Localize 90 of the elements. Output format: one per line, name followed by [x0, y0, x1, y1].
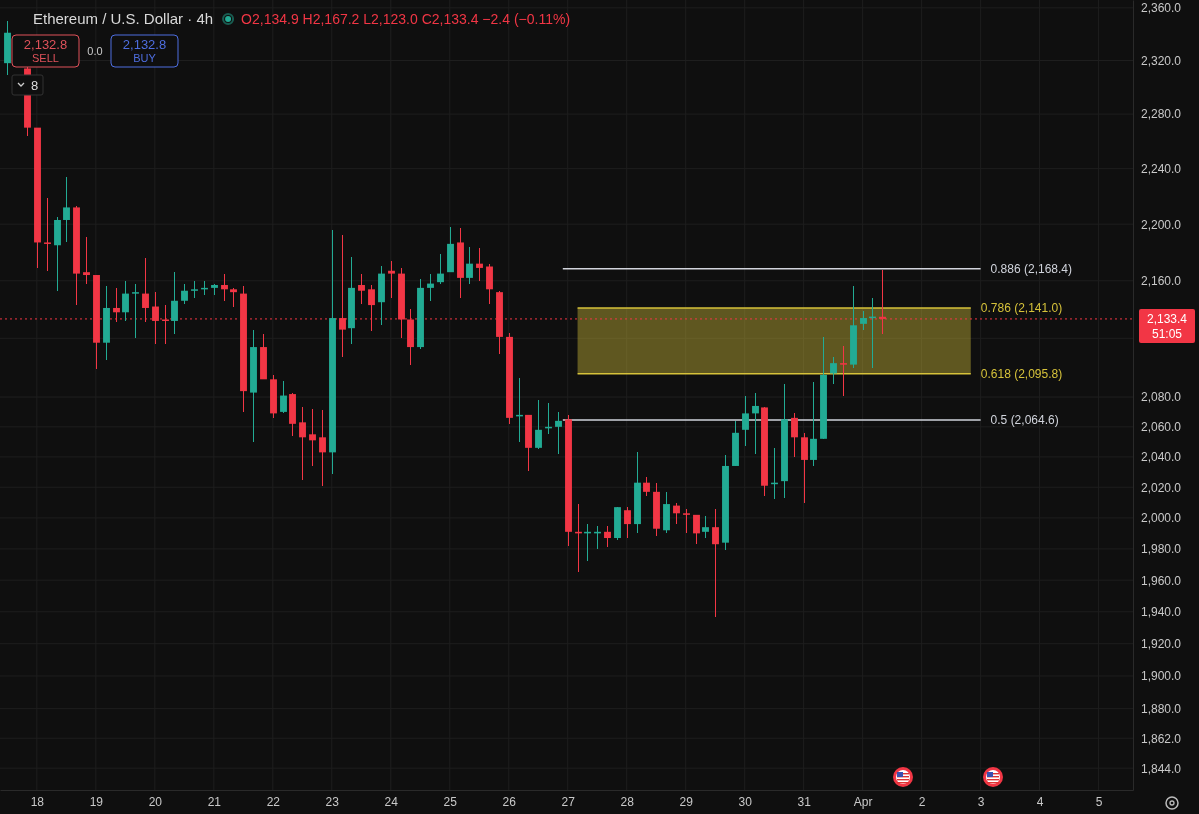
candlestick — [702, 515, 709, 539]
y-tick-label: 2,020.0 — [1141, 480, 1182, 495]
x-tick-label: 22 — [266, 794, 281, 809]
annotation: O2,134.9 H2,167.2 L2,123.0 C2,133.4 −2.4 (−0.11%) — [241, 11, 571, 27]
candlestick — [673, 501, 680, 525]
candlestick — [83, 236, 90, 285]
candlestick — [486, 262, 493, 305]
y-tick-label: 2,080.0 — [1141, 390, 1182, 405]
candlestick — [840, 344, 847, 397]
x-tick-label: 26 — [502, 794, 517, 809]
y-tick-label: 1,844.0 — [1141, 761, 1182, 776]
annotation: SELL — [32, 52, 59, 64]
candlestick — [221, 272, 228, 302]
candlestick — [604, 524, 611, 549]
series-label: 0.886 (2,168.4) — [990, 261, 1073, 276]
x-tick-label: 21 — [207, 794, 222, 809]
candlestick — [712, 507, 719, 618]
candlestick — [171, 271, 178, 335]
text: Ethereum / U.S. Dollar · 4h — [33, 10, 214, 27]
annotation: 8 — [31, 78, 39, 93]
candlestick — [643, 475, 650, 498]
series-label: 0.618 (2,095.8) — [980, 366, 1063, 381]
x-tick-label: 2 — [918, 794, 926, 809]
y-tick-label: 2,040.0 — [1141, 450, 1182, 465]
ref-line-label: 2,133.4 — [1146, 311, 1188, 326]
y-tick-label: 2,320.0 — [1141, 53, 1182, 68]
candlestick — [63, 176, 70, 244]
candlestick — [427, 272, 434, 302]
series-label: 0.786 (2,141.0) — [980, 300, 1063, 315]
candlestick — [437, 253, 444, 285]
candlestick — [693, 514, 700, 545]
y-tick-label: 2,060.0 — [1141, 420, 1182, 435]
y-tick-label: 1,920.0 — [1141, 637, 1182, 652]
y-tick-label: 1,862.0 — [1141, 731, 1182, 746]
candlestick — [358, 272, 365, 305]
candlestick — [476, 247, 483, 282]
x-tick-label: 30 — [738, 794, 753, 809]
y-tick-label: 2,000.0 — [1141, 511, 1182, 526]
candlestick — [791, 412, 798, 458]
candlestick — [810, 381, 817, 467]
candlestick — [555, 411, 562, 455]
candlestick — [830, 356, 837, 385]
candlestick — [535, 399, 542, 451]
x-tick-label: 24 — [384, 794, 399, 809]
annotation: BUY — [133, 52, 157, 64]
x-tick-label: 4 — [1036, 794, 1044, 809]
y-tick-label: 1,940.0 — [1141, 605, 1182, 620]
candlestick — [319, 409, 326, 487]
candlestick — [230, 287, 237, 308]
x-tick-label: 29 — [679, 794, 694, 809]
candlestick — [181, 282, 188, 305]
y-tick-label: 1,960.0 — [1141, 573, 1182, 588]
candlestick — [280, 380, 287, 415]
annotation: 2,132.8 — [122, 37, 167, 52]
y-tick-label: 1,980.0 — [1141, 542, 1182, 557]
x-tick-label: 28 — [620, 794, 635, 809]
x-tick-label: Apr — [853, 794, 873, 809]
x-tick-label: 3 — [977, 794, 985, 809]
candlestick — [801, 432, 808, 504]
x-tick-label: 31 — [797, 794, 812, 809]
candlestick — [122, 280, 129, 322]
candlestick — [44, 196, 51, 272]
text: 51:05 — [1151, 326, 1183, 341]
y-tick-label: 1,900.0 — [1141, 669, 1182, 684]
candlestick — [309, 408, 316, 467]
candlestick — [752, 391, 759, 455]
x-tick-label: 5 — [1095, 794, 1103, 809]
y-tick-label: 2,240.0 — [1141, 161, 1182, 176]
x-tick-label: 19 — [89, 794, 104, 809]
y-tick-label: 2,360.0 — [1141, 1, 1182, 16]
candlestick — [388, 260, 395, 299]
x-tick-label: 27 — [561, 794, 576, 809]
y-tick-label: 2,280.0 — [1141, 107, 1182, 122]
series-label: 0.5 (2,064.6) — [990, 412, 1059, 427]
y-tick-label: 2,200.0 — [1141, 217, 1182, 232]
candlestick — [742, 394, 749, 448]
y-tick-label: 1,880.0 — [1141, 701, 1182, 716]
candlestick — [683, 507, 690, 535]
x-tick-label: 20 — [148, 794, 163, 809]
candlestick — [299, 406, 306, 481]
x-tick-label: 25 — [443, 794, 458, 809]
candlestick — [132, 282, 139, 340]
candlestick — [624, 506, 631, 539]
x-tick-label: 18 — [30, 794, 45, 809]
candlestick — [466, 245, 473, 285]
annotation: 0.0 — [87, 45, 103, 57]
annotation: 2,132.8 — [23, 37, 68, 52]
candlestick — [860, 310, 867, 331]
y-tick-label: 2,160.0 — [1141, 274, 1182, 289]
x-tick-label: 23 — [325, 794, 340, 809]
